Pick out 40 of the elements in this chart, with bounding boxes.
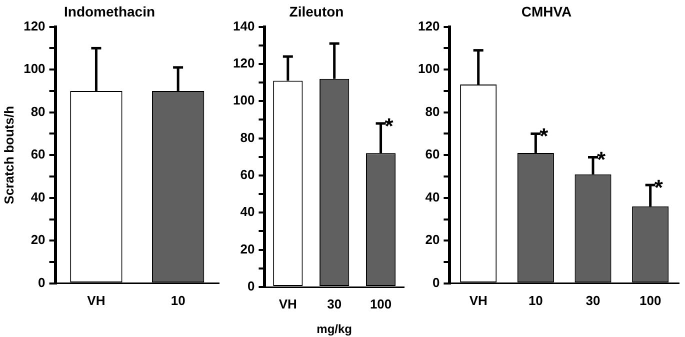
x-tick-label: VH bbox=[469, 292, 488, 308]
x-tick-label: 10 bbox=[170, 292, 186, 308]
y-tick-label: 80 bbox=[425, 104, 440, 119]
x-tick-label: 30 bbox=[327, 296, 342, 312]
x-tick-label: 100 bbox=[639, 292, 662, 308]
x-tick-label: VH bbox=[87, 292, 106, 308]
y-tick-label: 80 bbox=[240, 130, 255, 145]
y-tick-label: 20 bbox=[240, 241, 255, 256]
y-tick-label: 40 bbox=[30, 189, 46, 204]
y-tick-label: 80 bbox=[30, 104, 46, 119]
x-tick-label: 100 bbox=[370, 296, 392, 312]
x-tick-label: VH bbox=[278, 296, 297, 312]
y-tick-label: 0 bbox=[432, 274, 440, 290]
y-tick-label: 20 bbox=[30, 232, 46, 248]
y-tick-label: 60 bbox=[30, 146, 46, 162]
y-tick-label: 0 bbox=[38, 274, 46, 290]
y-tick-label: 60 bbox=[240, 167, 255, 182]
y-tick-label: 120 bbox=[232, 56, 255, 71]
annotation: * bbox=[384, 113, 394, 138]
y-tick-label: 40 bbox=[240, 204, 255, 220]
y-tick-label: 120 bbox=[418, 18, 440, 34]
y-tick-label: 120 bbox=[24, 18, 46, 34]
x-axis-title: mg/kg bbox=[316, 322, 352, 336]
y-tick-label: 0 bbox=[247, 278, 255, 294]
y-tick-label: 140 bbox=[232, 18, 255, 34]
y-tick-label: 100 bbox=[418, 61, 440, 76]
y-tick-label: 20 bbox=[425, 232, 440, 248]
chart-title: Zileuton bbox=[289, 3, 344, 20]
x-tick-label: 30 bbox=[586, 292, 600, 308]
y-tick-label: 40 bbox=[425, 189, 440, 204]
y-axis-title: Scratch bouts/h bbox=[1, 106, 16, 204]
annotation: * bbox=[597, 147, 606, 172]
annotation: * bbox=[540, 124, 549, 149]
chart-title: CMHVA bbox=[521, 3, 572, 20]
annotation: * bbox=[654, 175, 664, 200]
y-tick-label: 60 bbox=[425, 146, 440, 162]
chart-title: Indomethacin bbox=[64, 3, 156, 20]
x-tick-label: 10 bbox=[528, 292, 543, 308]
y-tick-label: 100 bbox=[232, 92, 255, 108]
y-tick-label: 100 bbox=[24, 61, 46, 76]
